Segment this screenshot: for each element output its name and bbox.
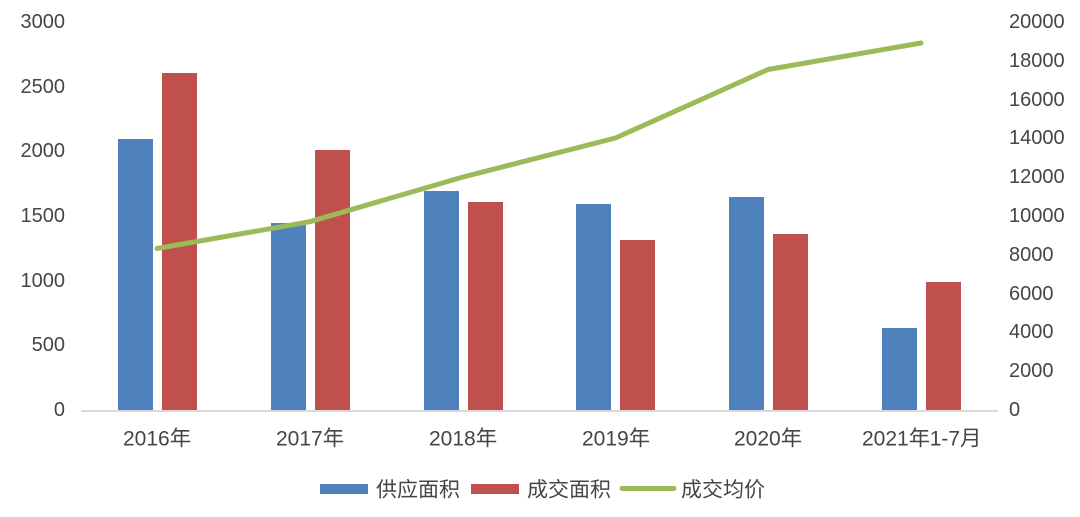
svg-text:2018: 2018 [429, 428, 476, 451]
svg-text:2019: 2019 [582, 428, 629, 451]
svg-text:2020: 2020 [734, 428, 781, 451]
svg-text:2017: 2017 [276, 428, 323, 451]
svg-text:2016: 2016 [123, 428, 170, 451]
svg-text:1-7: 1-7 [929, 428, 959, 451]
svg-text:2021: 2021 [862, 428, 909, 451]
